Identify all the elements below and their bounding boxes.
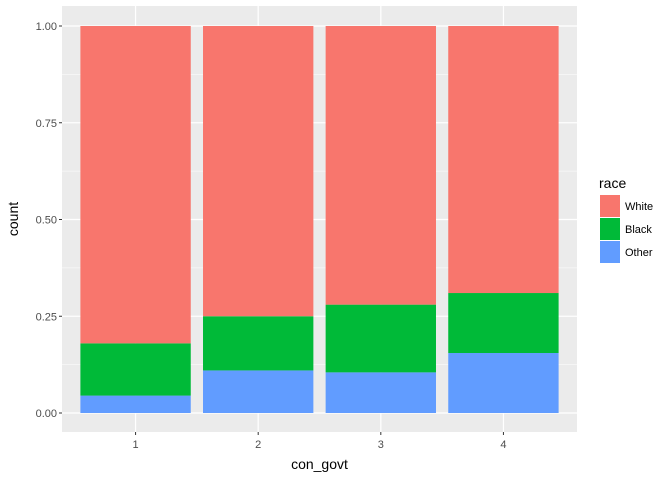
bar-segment-other-3 bbox=[325, 372, 436, 413]
bars bbox=[80, 26, 559, 413]
bar-segment-black-3 bbox=[325, 304, 436, 373]
x-tick-label: 4 bbox=[500, 439, 506, 451]
legend-label-black: Black bbox=[625, 224, 652, 236]
x-tick-label: 2 bbox=[255, 439, 261, 451]
x-tick-label: 1 bbox=[133, 439, 139, 451]
bar-segment-black-1 bbox=[80, 343, 191, 396]
bar-segment-other-1 bbox=[80, 395, 191, 413]
legend-key-black bbox=[600, 218, 620, 240]
bar-segment-white-3 bbox=[325, 26, 436, 305]
legend: race White Black Other bbox=[599, 175, 653, 263]
bar-segment-black-2 bbox=[203, 316, 314, 371]
x-tick-label: 3 bbox=[378, 439, 384, 451]
legend-title: race bbox=[599, 175, 626, 191]
bar-segment-other-4 bbox=[448, 353, 559, 413]
bar-segment-white-1 bbox=[80, 26, 191, 344]
y-tick-label: 0.00 bbox=[36, 408, 57, 420]
y-tick-label: 0.25 bbox=[36, 311, 57, 323]
bar-segment-black-4 bbox=[448, 293, 559, 354]
legend-key-other bbox=[600, 241, 620, 263]
bar-segment-white-2 bbox=[203, 26, 314, 317]
y-axis-ticks: 0.00 0.25 0.50 0.75 1.00 bbox=[36, 21, 62, 420]
y-axis-title: count bbox=[5, 202, 21, 236]
y-tick-label: 1.00 bbox=[36, 21, 57, 33]
x-axis-title: con_govt bbox=[291, 456, 348, 472]
legend-label-other: Other bbox=[625, 247, 653, 259]
y-tick-label: 0.50 bbox=[36, 215, 57, 227]
legend-label-white: White bbox=[625, 201, 653, 213]
legend-key-white bbox=[600, 195, 620, 217]
x-axis-ticks: 1 2 3 4 bbox=[133, 432, 506, 451]
y-tick-label: 0.75 bbox=[36, 118, 57, 130]
bar-segment-other-2 bbox=[203, 370, 314, 413]
bar-segment-white-4 bbox=[448, 26, 559, 294]
